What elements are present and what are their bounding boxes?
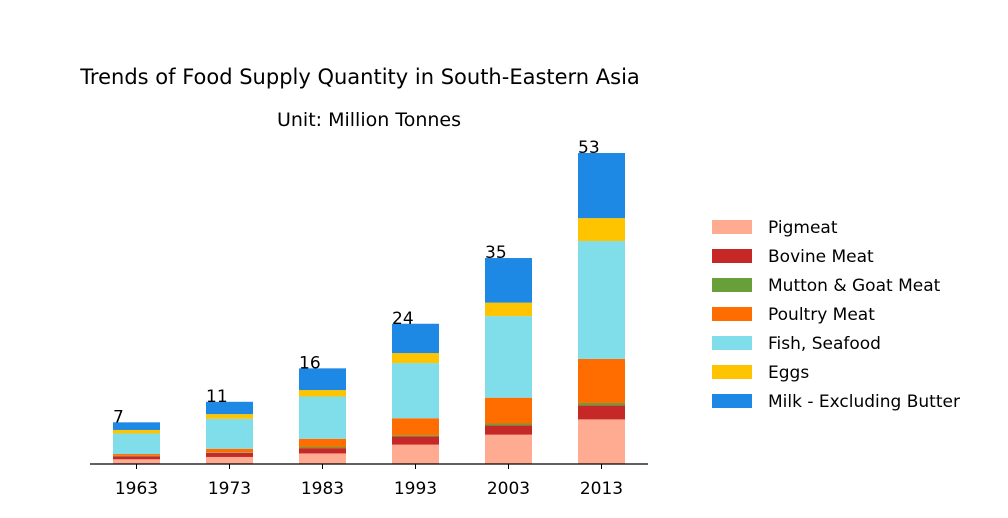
bar-segment: [113, 455, 160, 457]
legend-label: Mutton & Goat Meat: [768, 276, 941, 296]
x-tick-label: 1973: [208, 479, 251, 499]
x-tick-label: 2013: [580, 479, 623, 499]
total-label: 16: [299, 353, 321, 373]
bar-segment: [578, 419, 625, 464]
total-label: 7: [113, 407, 124, 427]
x-ticks-group: 1963 1973 1983 1993 2003 2013: [115, 464, 623, 499]
bar-segment: [392, 435, 439, 437]
bar-segment: [299, 438, 346, 447]
bar-segment: [206, 452, 253, 453]
bar-segment: [485, 397, 532, 424]
total-label: 24: [392, 309, 414, 329]
bar-segment: [299, 390, 346, 397]
bar-segment: [113, 459, 160, 464]
bar-segment: [392, 418, 439, 436]
bar-segment: [113, 456, 160, 460]
bar-segment: [113, 433, 160, 455]
legend-label: Pigmeat: [768, 218, 838, 238]
legend-label: Eggs: [768, 363, 809, 383]
bar-segment: [299, 368, 346, 391]
x-tick-label: 1993: [394, 479, 437, 499]
legend-label: Bovine Meat: [768, 247, 874, 267]
bar-segment: [299, 453, 346, 464]
bar-segment: [578, 402, 625, 406]
legend: Pigmeat Bovine Meat Mutton & Goat Meat Poul…: [712, 218, 960, 412]
legend-swatch: [712, 365, 752, 379]
bar-segment: [578, 218, 625, 242]
bar-segment: [392, 353, 439, 364]
bar-segment: [578, 153, 625, 219]
bar-segment: [485, 316, 532, 398]
legend-swatch: [712, 394, 752, 408]
total-label: 53: [578, 138, 600, 158]
bar-segment: [578, 405, 625, 420]
total-labels-group: 7 11 16 24 35 53: [113, 138, 600, 427]
legend-swatch: [712, 278, 752, 292]
legend-swatch: [712, 307, 752, 321]
legend-swatch: [712, 336, 752, 350]
bar-segment: [578, 358, 625, 403]
chart-subtitle: Unit: Million Tonnes: [277, 109, 461, 131]
bar-segment: [299, 446, 346, 449]
total-label: 11: [206, 387, 228, 407]
bar-segment: [206, 456, 253, 464]
bar-segment: [392, 444, 439, 464]
x-tick-label: 1963: [115, 479, 158, 499]
legend-swatch: [712, 249, 752, 263]
bar-segment: [206, 418, 253, 449]
legend-label: Milk - Excluding Butter: [768, 392, 960, 412]
legend-swatch: [712, 220, 752, 234]
legend-label: Poultry Meat: [768, 305, 875, 325]
bar-segment: [485, 423, 532, 426]
x-tick-label: 1983: [301, 479, 344, 499]
bars-group: [113, 153, 625, 464]
bar-segment: [485, 425, 532, 435]
bar-segment: [299, 396, 346, 439]
total-label: 35: [485, 243, 507, 263]
x-tick-label: 2003: [487, 479, 530, 499]
bar-segment: [485, 434, 532, 464]
bar-segment: [485, 258, 532, 303]
bar-segment: [299, 448, 346, 454]
bar-segment: [392, 436, 439, 445]
bar-segment: [206, 401, 253, 415]
bar-segment: [485, 302, 532, 317]
bar-segment: [206, 452, 253, 457]
bar-segment: [113, 429, 160, 434]
chart-title: Trends of Food Supply Quantity in South-…: [79, 65, 640, 89]
bar-segment: [392, 363, 439, 419]
bar-segment: [206, 414, 253, 419]
bar-segment: [113, 422, 160, 430]
bar-segment: [206, 448, 253, 453]
bar-segment: [113, 454, 160, 456]
bar-segment: [578, 241, 625, 359]
legend-label: Fish, Seafood: [768, 334, 881, 354]
bar-segment: [392, 323, 439, 354]
